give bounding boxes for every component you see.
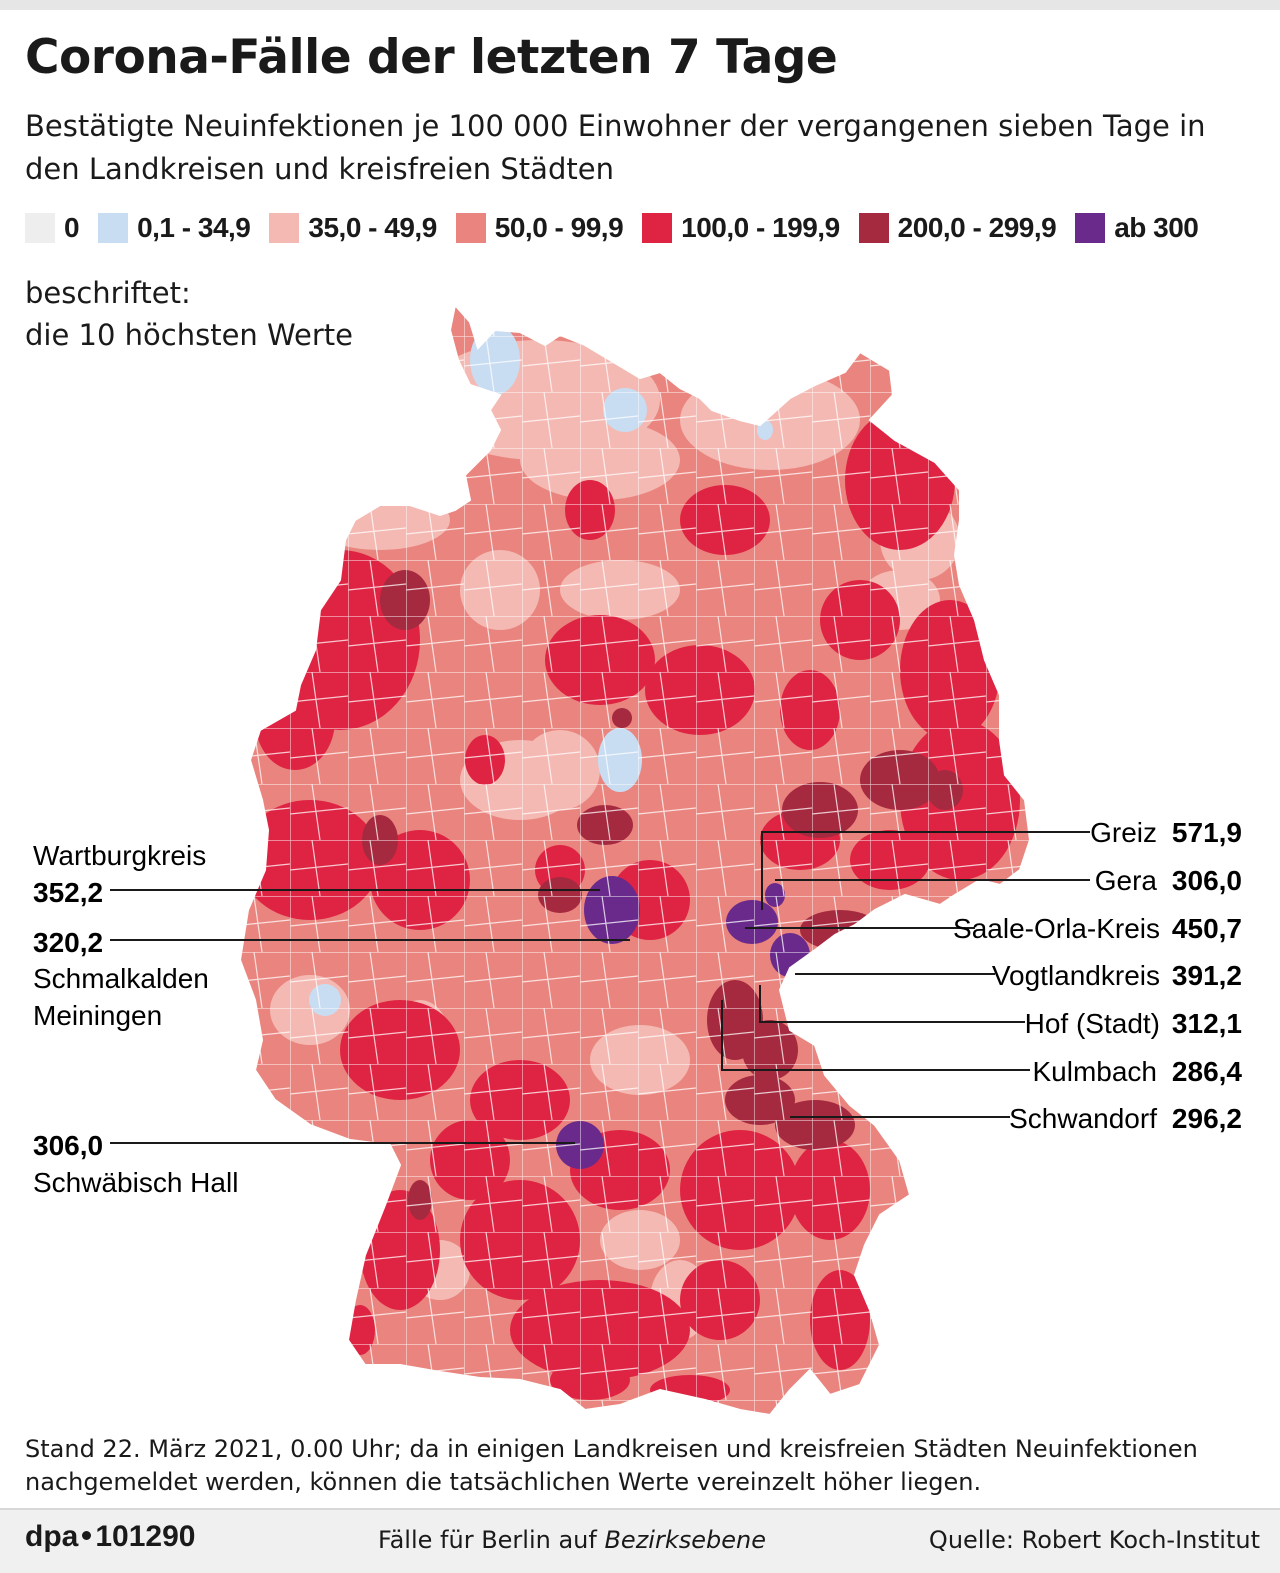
callout-value-schwandorf: 296,2 — [1172, 1103, 1242, 1134]
legend: 0 0,1 - 34,9 35,0 - 49,9 50,0 - 99,9 100… — [25, 208, 1217, 248]
callout-name-wartburgkreis: Wartburgkreis — [33, 840, 206, 871]
callout-value-wartburgkreis: 352,2 — [33, 877, 103, 908]
berlin-note: Fälle für Berlin auf Bezirksebene — [378, 1526, 766, 1554]
callout-value-hof-stadt: 312,1 — [1172, 1008, 1242, 1039]
legend-label: 0,1 - 34,9 — [137, 212, 251, 243]
legend-item: 200,0 - 299,9 — [858, 212, 1057, 244]
callout-name-meiningen: Meiningen — [33, 1000, 162, 1031]
dpa-logo: dpa 101290 — [25, 1520, 195, 1554]
callout-name-schwaebisch-hall: Schwäbisch Hall — [33, 1167, 238, 1198]
legend-swatch — [98, 213, 129, 243]
legend-item: 50,0 - 99,9 — [455, 212, 624, 244]
legend-swatch — [25, 213, 55, 243]
legend-swatch — [269, 213, 300, 243]
labeled-note-line2: die 10 höchsten Werte — [25, 318, 353, 352]
map-subtitle: Bestätigte Neuinfektionen je 100 000 Ein… — [25, 109, 1206, 186]
callout-line-hof-stadt — [759, 985, 1025, 1023]
callout-lines — [110, 831, 1090, 1144]
graphic-id: 101290 — [95, 1520, 196, 1553]
callout-value-saale-orla-kreis: 450,7 — [1172, 913, 1242, 944]
legend-item: 0,1 - 34,9 — [98, 212, 251, 244]
legend-item: 100,0 - 199,9 — [642, 212, 840, 244]
berlin-note-italic: Bezirksebene — [604, 1526, 766, 1554]
berlin-note-text: Fälle für Berlin auf — [378, 1526, 605, 1554]
callout-value-greiz: 571,9 — [1172, 817, 1242, 848]
callout-name-schwandorf: Schwandorf — [1009, 1103, 1157, 1134]
legend-label: ab 300 — [1114, 212, 1199, 243]
footer: dpa 101290 Fälle für Berlin auf Bezirkseb… — [0, 1508, 1280, 1573]
map-title: Corona-Fälle der letzten 7 Tage — [25, 30, 838, 85]
callout-name-gera: Gera — [1095, 865, 1158, 896]
legend-item: 0 — [25, 212, 80, 244]
legend-label: 50,0 - 99,9 — [494, 212, 624, 243]
legend-swatch — [455, 213, 486, 243]
callout-name-vogtlandkreis: Vogtlandkreis — [992, 960, 1160, 991]
callout-name-hof-stadt: Hof (Stadt) — [1025, 1008, 1160, 1039]
legend-label: 0 — [64, 212, 80, 243]
callout-name-kulmbach: Kulmbach — [1032, 1056, 1157, 1087]
top-bar — [0, 0, 1280, 10]
callout-value-kulmbach: 286,4 — [1172, 1056, 1242, 1087]
callout-labels: Wartburgkreis 352,2 320,2 Schmalkalden M… — [33, 817, 1242, 1198]
source-note: Quelle: Robert Koch-Institut — [928, 1526, 1260, 1554]
choropleth-map: Wartburgkreis 352,2 320,2 Schmalkalden M… — [33, 302, 1242, 1417]
legend-item: ab 300 — [1075, 212, 1199, 244]
callout-value-schwaebisch-hall: 306,0 — [33, 1130, 103, 1161]
labeled-note: beschriftet: die 10 höchsten Werte — [25, 272, 353, 356]
agency-name: dpa — [25, 1520, 79, 1553]
callout-value-schmalkalden-meiningen: 320,2 — [33, 927, 103, 958]
legend-label: 35,0 - 49,9 — [308, 212, 437, 243]
callout-value-vogtlandkreis: 391,2 — [1172, 960, 1242, 991]
labeled-note-line1: beschriftet: — [25, 276, 191, 310]
legend-swatch — [642, 213, 673, 243]
legend-item: 35,0 - 49,9 — [269, 212, 437, 244]
legend-label: 200,0 - 299,9 — [897, 212, 1057, 243]
footnote: Stand 22. März 2021, 0.00 Uhr; da in ein… — [25, 1435, 1198, 1496]
callout-line-greiz — [761, 831, 1090, 910]
dot-icon — [82, 1531, 92, 1541]
legend-swatch — [858, 213, 889, 243]
legend-label: 100,0 - 199,9 — [681, 212, 840, 243]
legend-swatch — [1075, 213, 1106, 243]
callout-name-schmalkalden: Schmalkalden — [33, 963, 209, 994]
germany-outline — [238, 302, 1032, 1417]
callout-line-kulmbach — [721, 1000, 1030, 1071]
callout-name-greiz: Greiz — [1090, 817, 1157, 848]
callout-value-gera: 306,0 — [1172, 865, 1242, 896]
callout-name-saale-orla-kreis: Saale-Orla-Kreis — [953, 913, 1160, 944]
